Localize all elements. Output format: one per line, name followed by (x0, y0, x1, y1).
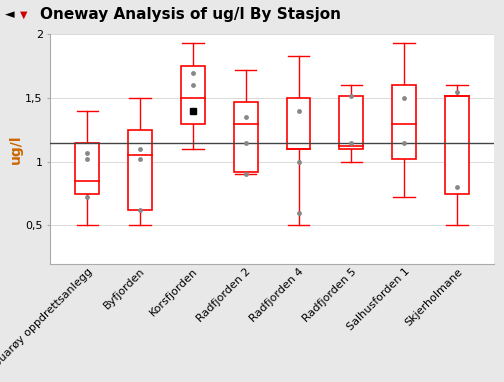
Bar (234, 102, 258, 172)
Text: ◄: ◄ (5, 8, 15, 21)
Bar (129, 130, 152, 210)
Bar (76, 142, 99, 194)
Bar (181, 66, 205, 123)
Y-axis label: ug/l: ug/l (9, 134, 23, 164)
Text: ▼: ▼ (20, 9, 28, 19)
Bar (392, 85, 416, 159)
Text: Oneway Analysis of ug/l By Stasjon: Oneway Analysis of ug/l By Stasjon (40, 7, 341, 22)
Bar (287, 98, 310, 149)
Bar (340, 96, 363, 149)
Bar (445, 96, 469, 194)
